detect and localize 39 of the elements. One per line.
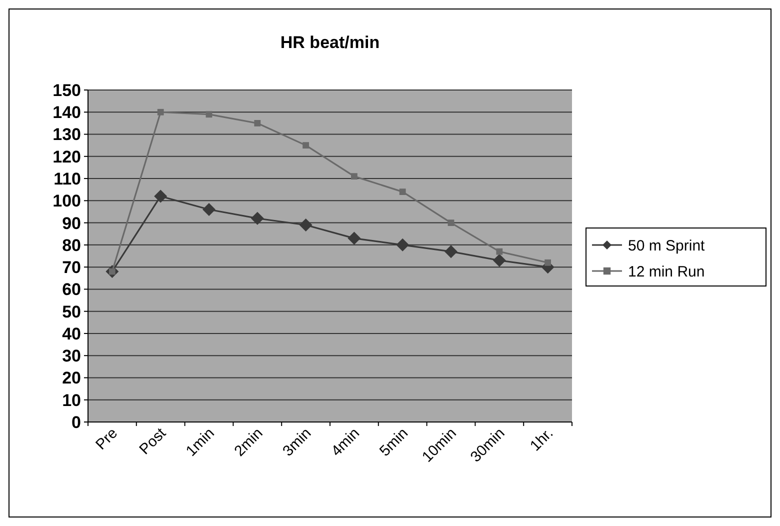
y-tick-label: 140	[52, 103, 81, 122]
point	[492, 254, 506, 267]
legend-label: 50 m Sprint	[628, 237, 706, 254]
point	[202, 203, 216, 216]
point	[348, 232, 361, 245]
y-tick-label: 30	[62, 346, 81, 366]
y-tick-label: 70	[62, 258, 81, 278]
point	[448, 220, 454, 226]
y-tick-label: 130	[52, 125, 81, 144]
y-tick-label: 110	[54, 169, 81, 188]
point	[254, 120, 261, 126]
point	[206, 111, 212, 118]
x-tick-label: 1hr.	[526, 424, 557, 455]
y-tick-label: 100	[52, 192, 81, 211]
point	[544, 259, 551, 266]
y-tick-label: 120	[52, 147, 81, 166]
legend-label: 12 min Run	[628, 263, 705, 280]
y-tick-label: 80	[62, 236, 81, 255]
point	[157, 108, 164, 116]
y-tick-label: 10	[62, 390, 81, 410]
y-tick-label: 60	[62, 280, 81, 300]
point	[496, 248, 503, 255]
y-tick-label: 150	[52, 80, 81, 100]
chart-title: HR beat/min	[280, 33, 380, 52]
y-tick-label: 50	[62, 302, 81, 322]
point	[299, 218, 312, 232]
y-tick-label: 20	[62, 368, 81, 388]
point	[351, 173, 358, 180]
x-tick-label: 4min	[328, 424, 364, 460]
point	[396, 238, 410, 252]
point	[399, 188, 406, 196]
point	[302, 142, 309, 149]
point	[444, 245, 458, 258]
x-tick-label: Pre	[92, 424, 122, 454]
y-tick-label: 0	[72, 412, 81, 432]
point	[250, 212, 264, 225]
y-tick-label: 40	[62, 324, 81, 344]
y-tick-label: 90	[62, 214, 81, 233]
point	[154, 190, 168, 203]
